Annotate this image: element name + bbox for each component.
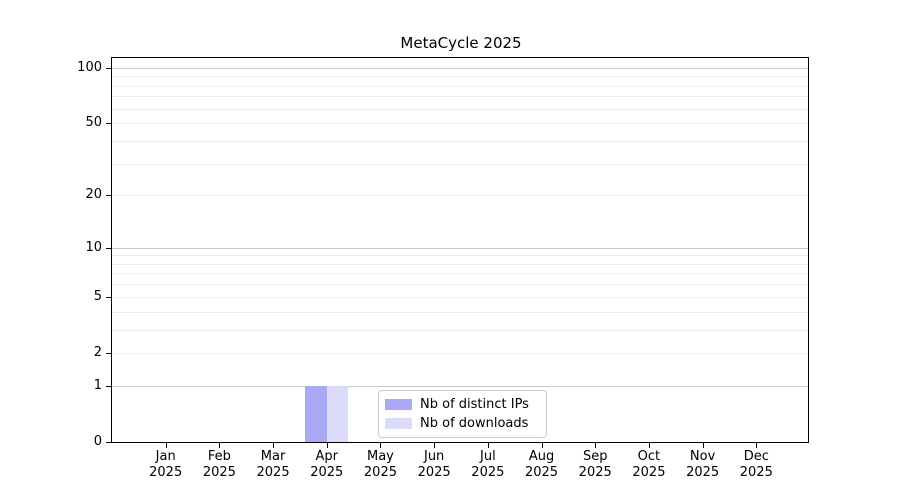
x-tick <box>487 443 489 448</box>
minor-gridline <box>112 329 808 331</box>
x-tick-label-line: 2025 <box>578 465 612 480</box>
x-tick-label-line: Nov <box>689 449 716 464</box>
legend: Nb of distinct IPs Nb of downloads <box>378 390 547 438</box>
x-tick-label-line: 2025 <box>471 465 505 480</box>
x-tick <box>273 443 275 448</box>
minor-gridline <box>112 255 808 257</box>
bar-nb-of-distinct-ips <box>305 385 327 442</box>
plot-area <box>111 57 809 443</box>
x-tick-label: Apr 2025 <box>295 449 359 481</box>
minor-gridline <box>112 85 808 87</box>
x-tick <box>434 443 436 448</box>
x-tick-label-line: Jul <box>480 449 496 464</box>
minor-gridline <box>112 273 808 275</box>
x-tick <box>326 443 328 448</box>
minor-gridline <box>112 284 808 286</box>
minor-gridline <box>112 108 808 110</box>
minor-gridline <box>112 140 808 142</box>
y-tick-label: 2 <box>93 344 102 360</box>
minor-gridline <box>112 352 808 354</box>
bars-layer <box>112 58 808 442</box>
x-tick-label: Jun 2025 <box>402 449 466 481</box>
minor-gridline <box>112 76 808 78</box>
x-tick-label: May 2025 <box>348 449 412 481</box>
minor-gridline <box>112 195 808 197</box>
minor-gridline <box>112 96 808 98</box>
legend-swatch-distinct-ips <box>385 399 412 410</box>
x-tick-label-line: 2025 <box>417 465 451 480</box>
legend-swatch-downloads <box>385 418 412 429</box>
x-tick-label-line: 2025 <box>310 465 344 480</box>
y-tick-label: 20 <box>85 187 102 203</box>
chart-title: MetaCycle 2025 <box>400 34 522 52</box>
major-gridline <box>112 67 808 69</box>
x-tick-label-line: Jan <box>155 449 176 464</box>
minor-gridline <box>112 163 808 165</box>
legend-label-distinct-ips: Nb of distinct IPs <box>420 397 529 412</box>
x-tick-label-line: May <box>367 449 394 464</box>
x-tick-label-line: Oct <box>637 449 661 464</box>
y-tick-label: 1 <box>93 377 102 393</box>
x-tick-label: Mar 2025 <box>241 449 305 481</box>
y-tick-label: 0 <box>93 434 102 449</box>
x-tick-label: Feb 2025 <box>187 449 251 481</box>
y-tick-label: 100 <box>77 59 102 75</box>
legend-label-downloads: Nb of downloads <box>420 416 529 431</box>
x-tick-label-line: 2025 <box>524 465 559 480</box>
major-gridline <box>112 247 808 249</box>
x-tick <box>595 443 597 448</box>
x-tick <box>541 443 543 448</box>
minor-gridline <box>112 311 808 313</box>
legend-entry-distinct-ips: Nb of distinct IPs <box>385 397 540 412</box>
x-tick-label-line: 2025 <box>256 465 290 480</box>
x-tick-label: Sep 2025 <box>563 449 627 481</box>
y-tick-label: 5 <box>93 288 102 304</box>
x-tick-label-line: 2025 <box>739 465 773 480</box>
x-tick-label-line: 2025 <box>149 465 183 480</box>
x-tick-label-line: 2025 <box>202 465 236 480</box>
x-tick <box>648 443 650 448</box>
gridlines-layer <box>112 58 808 442</box>
x-tick-label: Dec 2025 <box>724 449 788 481</box>
major-gridline <box>112 385 808 387</box>
minor-gridline <box>112 296 808 298</box>
x-tick <box>380 443 382 448</box>
x-tick-label-line: Dec <box>743 449 769 464</box>
y-tick-label: 10 <box>85 239 102 255</box>
x-tick-label-line: 2025 <box>363 465 397 480</box>
y-tick-label: 50 <box>85 115 102 131</box>
x-tick-label: Nov 2025 <box>671 449 735 481</box>
x-tick <box>219 443 221 448</box>
x-tick-label-line: 2025 <box>632 465 666 480</box>
x-tick-label: Jul 2025 <box>456 449 520 481</box>
x-tick-label-line: Apr <box>315 449 339 464</box>
x-tick-label-line: Sep <box>582 449 608 464</box>
x-tick-label: Oct 2025 <box>617 449 681 481</box>
x-tick-label-line: 2025 <box>686 465 720 480</box>
minor-gridline <box>112 263 808 265</box>
x-tick <box>702 443 704 448</box>
legend-entry-downloads: Nb of downloads <box>385 416 540 431</box>
x-tick-label-line: Aug <box>528 449 555 464</box>
x-tick-label-line: Jun <box>423 449 445 464</box>
minor-gridline <box>112 123 808 125</box>
x-tick-label: Jan 2025 <box>134 449 198 481</box>
x-tick-label-line: Feb <box>207 449 231 464</box>
bar-nb-of-downloads <box>326 385 349 442</box>
x-tick-label: Aug 2025 <box>510 449 574 481</box>
x-tick <box>756 443 758 448</box>
x-tick <box>165 443 167 448</box>
x-tick-label-line: Mar <box>260 449 286 464</box>
